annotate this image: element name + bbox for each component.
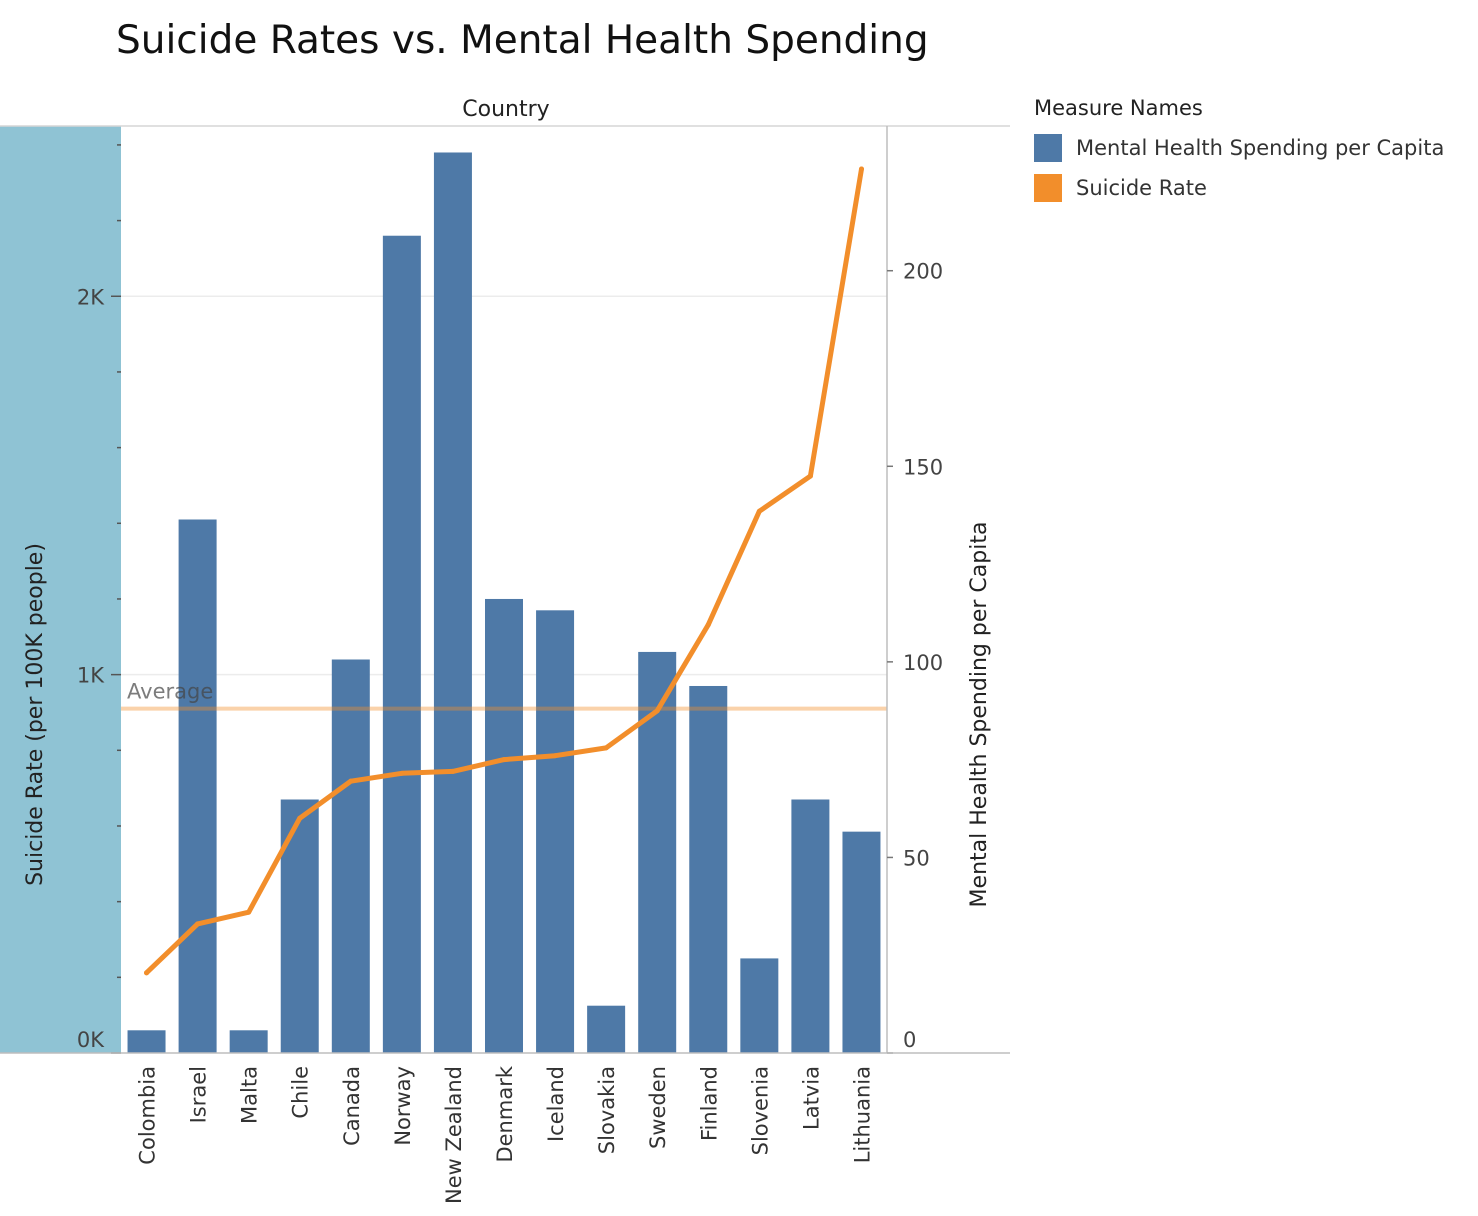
category-label-lithuania: Lithuania — [850, 1066, 874, 1163]
legend-item-spending[interactable]: Mental Health Spending per Capita — [1034, 128, 1444, 168]
left-tick-label: 2K — [77, 285, 105, 309]
category-label-slovenia: Slovenia — [748, 1066, 772, 1155]
point-chile — [297, 815, 303, 821]
legend-label-spending: Mental Health Spending per Capita — [1076, 136, 1445, 160]
category-label-finland: Finland — [697, 1066, 721, 1141]
legend-title: Measure Names — [1034, 96, 1203, 120]
right-tick-label: 200 — [903, 260, 943, 284]
column-header: Country — [462, 97, 549, 122]
category-label-iceland: Iceland — [544, 1066, 568, 1142]
point-slovenia — [756, 508, 762, 514]
right-tick-label: 0 — [903, 1028, 916, 1052]
bar-iceland — [536, 610, 575, 1053]
reference-line-label: Average — [127, 680, 213, 704]
point-sweden — [654, 708, 660, 714]
point-slovakia — [603, 745, 609, 751]
legend-label-suicide-rate: Suicide Rate — [1076, 176, 1207, 200]
bar-colombia — [127, 1030, 166, 1053]
point-norway — [399, 770, 405, 776]
point-latvia — [807, 473, 813, 479]
bar-israel — [178, 519, 217, 1053]
category-label-slovakia: Slovakia — [595, 1066, 619, 1154]
point-new-zealand — [450, 768, 456, 774]
bar-norway — [382, 235, 421, 1053]
category-label-norway: Norway — [391, 1066, 415, 1146]
point-canada — [348, 778, 354, 784]
category-label-colombia: Colombia — [136, 1066, 160, 1165]
left-axis-band — [0, 126, 121, 1053]
legend-swatch-spending — [1034, 134, 1062, 162]
point-colombia — [144, 970, 150, 976]
legend-item-suicide-rate[interactable]: Suicide Rate — [1034, 168, 1444, 208]
category-label-malta: Malta — [238, 1066, 262, 1124]
category-label-chile: Chile — [289, 1066, 313, 1119]
bar-slovakia — [587, 1005, 626, 1053]
bar-denmark — [485, 598, 523, 1053]
left-tick-label: 1K — [77, 664, 105, 688]
right-tick-label: 150 — [903, 455, 943, 479]
left-axis-title: Suicide Rate (per 100K people) — [23, 543, 48, 886]
left-tick-label: 0K — [77, 1028, 105, 1052]
bar-lithuania — [842, 831, 881, 1053]
point-lithuania — [858, 166, 864, 172]
point-finland — [705, 622, 711, 628]
right-tick-label: 50 — [903, 846, 930, 870]
bar-malta — [229, 1030, 268, 1053]
point-malta — [246, 909, 252, 915]
bar-slovenia — [740, 958, 779, 1053]
bar-finland — [689, 685, 728, 1053]
bar-new-zealand — [433, 152, 472, 1053]
category-label-latvia: Latvia — [799, 1066, 823, 1130]
chart-title: Suicide Rates vs. Mental Health Spending — [116, 18, 929, 63]
category-label-canada: Canada — [340, 1066, 364, 1146]
right-axis-title: Mental Health Spending per Capita — [967, 522, 992, 908]
right-tick-label: 100 — [903, 651, 943, 675]
legend-swatch-suicide-rate — [1034, 174, 1062, 202]
point-denmark — [501, 757, 507, 763]
category-label-denmark: Denmark — [493, 1065, 517, 1162]
category-label-israel: Israel — [187, 1066, 211, 1123]
point-israel — [195, 921, 201, 927]
bar-latvia — [791, 799, 830, 1053]
bar-canada — [331, 659, 370, 1053]
point-iceland — [552, 753, 558, 759]
category-label-new-zealand: New Zealand — [442, 1066, 466, 1204]
legend: Measure Names Mental Health Spending per… — [1034, 96, 1444, 208]
category-label-sweden: Sweden — [646, 1066, 670, 1149]
